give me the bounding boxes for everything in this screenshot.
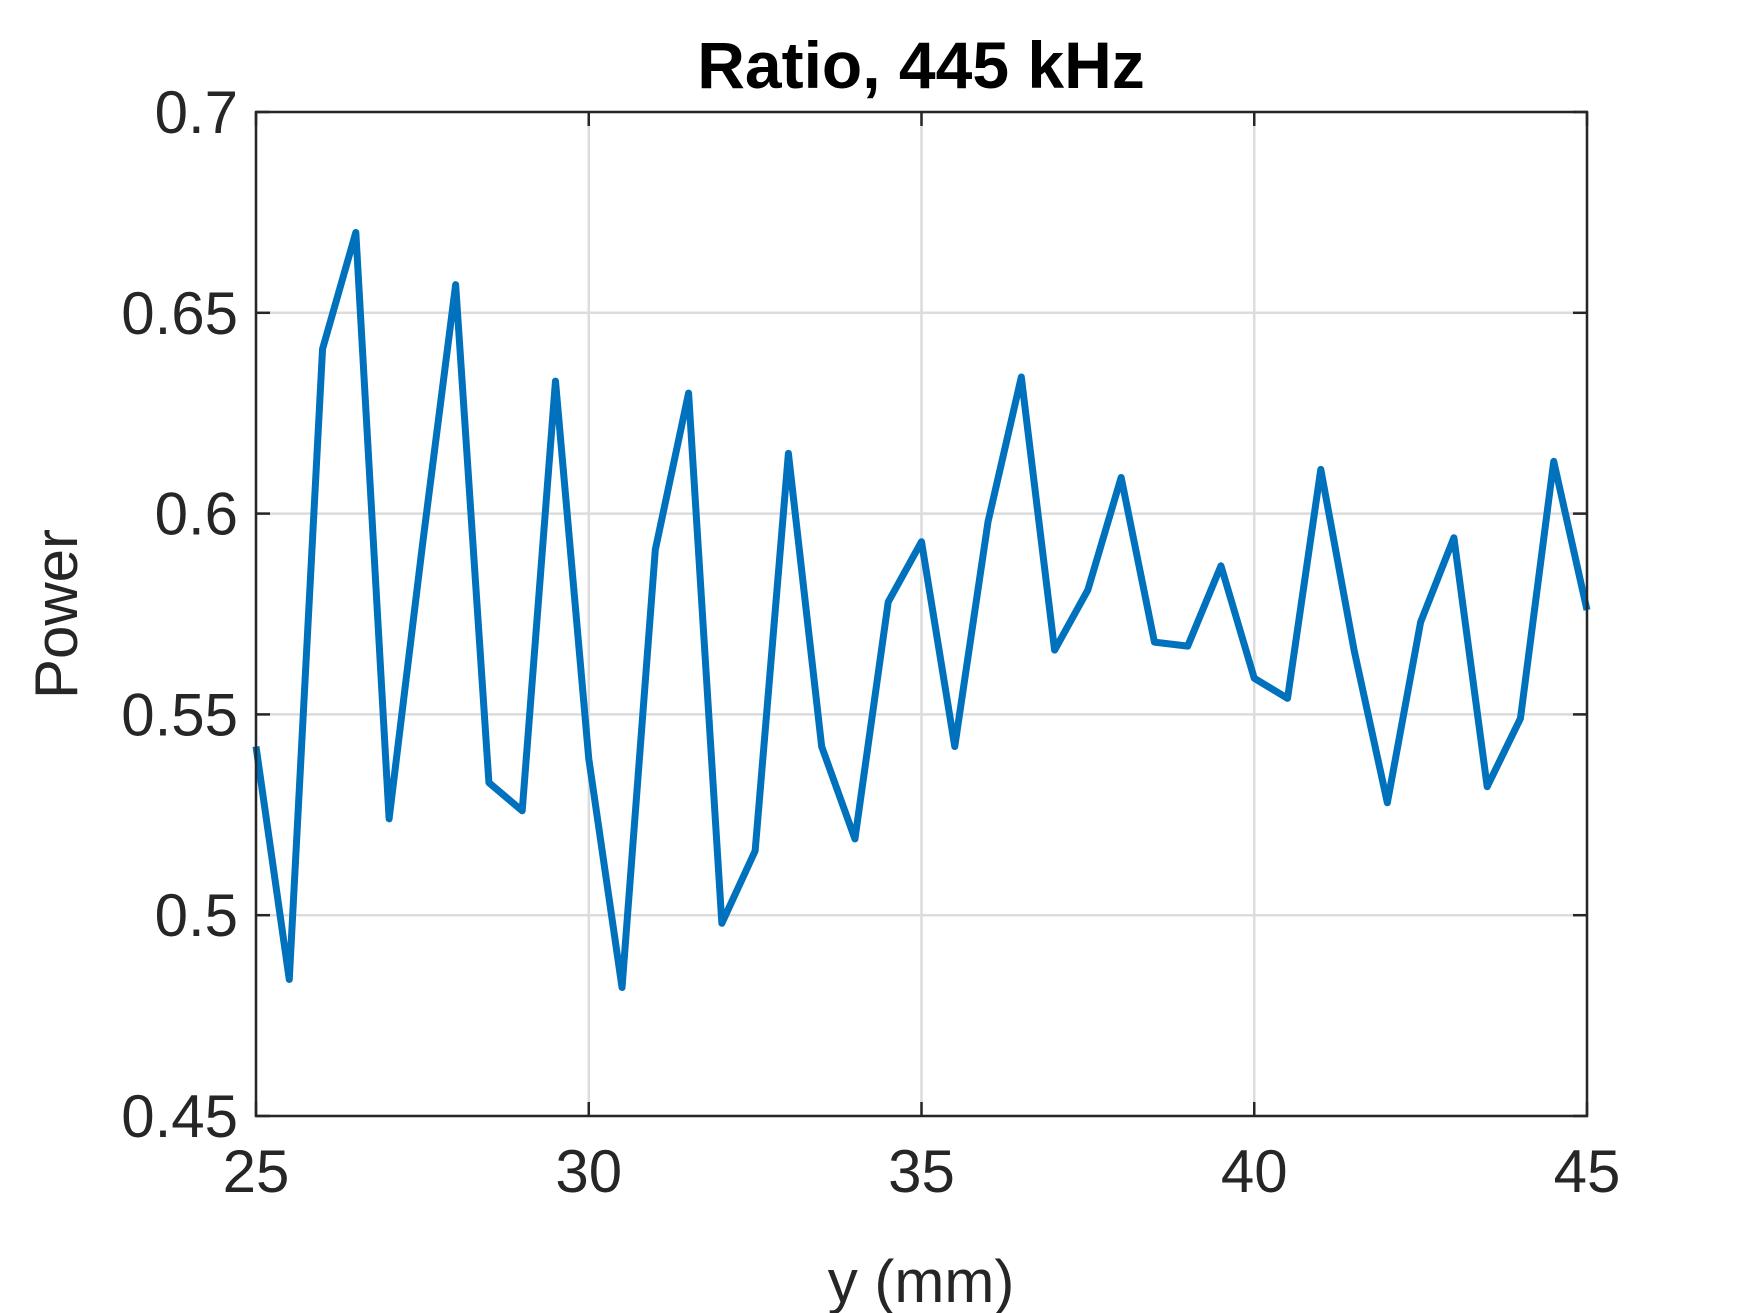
y-axis-label: Power [23,529,90,699]
y-tick-label: 0.55 [121,681,238,748]
y-tick-label: 0.45 [121,1083,238,1150]
x-tick-label: 40 [1221,1138,1288,1205]
y-tick-label: 0.7 [155,79,238,146]
grid-lines [254,110,1589,1118]
x-tick-label: 45 [1554,1138,1621,1205]
x-tick-label: 25 [223,1138,290,1205]
tick-marks [254,110,1589,1118]
y-tick-labels: 0.45 0.5 0.55 0.6 0.65 0.7 [121,79,238,1150]
series-layer [252,228,1591,991]
x-axis-label: y (mm) [828,1248,1015,1313]
y-tick-label: 0.65 [121,280,238,347]
x-tick-labels: 25 30 35 40 45 [223,1138,1621,1205]
series-line [252,228,1591,991]
chart-title: Ratio, 445 kHz [697,28,1145,102]
y-tick-label: 0.6 [155,481,238,548]
x-tick-label: 30 [555,1138,622,1205]
y-tick-label: 0.5 [155,882,238,949]
x-tick-label: 35 [888,1138,955,1205]
